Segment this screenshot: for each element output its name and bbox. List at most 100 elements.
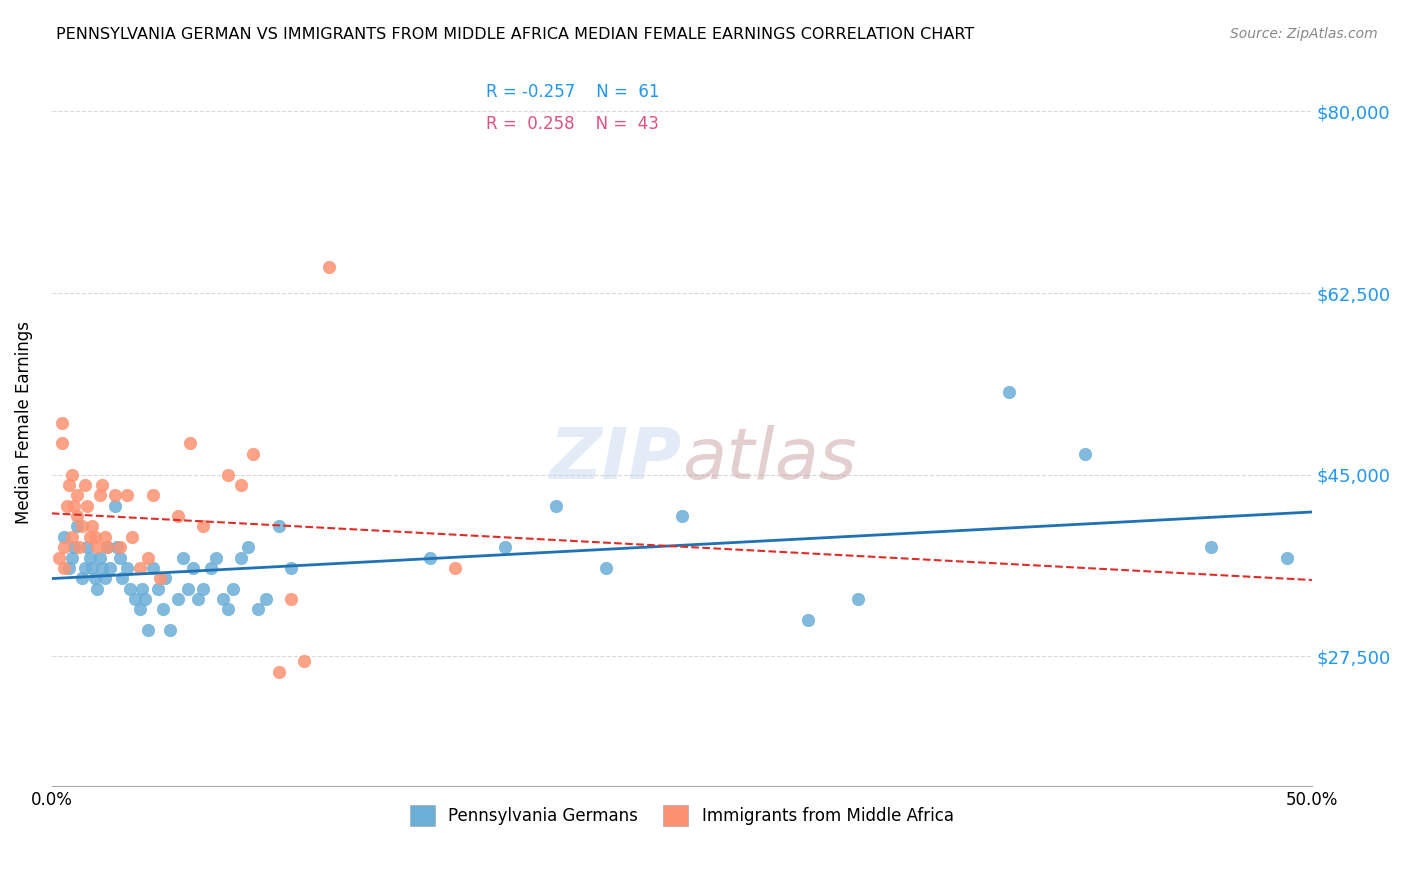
Point [292,654,315,668]
Text: PENNSYLVANIA GERMAN VS IMMIGRANTS FROM MIDDLE AFRICA MEDIAN FEMALE EARNINGS CORR: PENNSYLVANIA GERMAN VS IMMIGRANTS FROM M… [56,27,974,42]
Point [267,665,290,679]
Point [212,592,235,607]
Point [191,582,214,596]
Point [73,478,96,492]
Point [1074,447,1097,461]
Point [797,613,820,627]
Point [159,623,181,637]
Point [172,550,194,565]
Point [70,571,93,585]
Point [200,561,222,575]
Point [444,561,467,575]
Point [104,488,127,502]
Point [93,571,115,585]
Point [846,592,869,607]
Point [104,499,127,513]
Point [48,550,70,565]
Point [136,550,159,565]
Point [118,582,141,596]
Point [419,550,441,565]
Point [146,582,169,596]
Point [76,499,98,513]
Point [66,519,89,533]
Point [96,540,118,554]
Point [204,550,226,565]
Point [595,561,617,575]
Point [70,519,93,533]
Point [177,582,200,596]
Point [149,571,172,585]
Point [66,509,89,524]
Point [69,540,91,554]
Point [267,519,290,533]
Point [136,623,159,637]
Point [96,540,118,554]
Point [108,540,131,554]
Point [98,561,121,575]
Point [117,561,139,575]
Point [222,582,245,596]
Point [152,602,174,616]
Point [142,488,165,502]
Text: R = -0.257    N =  61: R = -0.257 N = 61 [486,83,659,102]
Point [254,592,277,607]
Point [80,519,103,533]
Point [229,550,252,565]
Point [83,571,105,585]
Point [91,478,114,492]
Point [998,384,1021,399]
Point [89,550,111,565]
Point [121,530,143,544]
Point [229,478,252,492]
Point [63,499,86,513]
Point [79,530,101,544]
Point [111,571,134,585]
Y-axis label: Median Female Earnings: Median Female Earnings [15,321,32,524]
Point [108,550,131,565]
Point [105,540,128,554]
Point [58,561,80,575]
Point [280,561,302,575]
Point [58,478,80,492]
Point [129,602,152,616]
Point [142,561,165,575]
Point [53,561,76,575]
Point [79,550,101,565]
Point [51,436,73,450]
Point [89,488,111,502]
Point [117,488,139,502]
Point [166,592,188,607]
Point [318,260,340,274]
Point [66,488,89,502]
Point [53,530,76,544]
Point [153,571,176,585]
Point [179,436,201,450]
Text: atlas: atlas [682,425,856,493]
Point [191,519,214,533]
Point [86,582,108,596]
Text: ZIP: ZIP [550,425,682,493]
Point [51,416,73,430]
Point [60,530,83,544]
Point [80,561,103,575]
Point [494,540,516,554]
Point [131,582,153,596]
Point [217,467,239,482]
Point [83,530,105,544]
Point [63,540,86,554]
Text: R =  0.258    N =  43: R = 0.258 N = 43 [486,114,659,133]
Point [1275,550,1298,565]
Text: Source: ZipAtlas.com: Source: ZipAtlas.com [1230,27,1378,41]
Point [187,592,209,607]
Point [76,540,98,554]
Legend: Pennsylvania Germans, Immigrants from Middle Africa: Pennsylvania Germans, Immigrants from Mi… [401,795,963,836]
Point [242,447,264,461]
Point [217,602,239,616]
Point [238,540,260,554]
Point [134,592,156,607]
Point [280,592,302,607]
Point [56,499,79,513]
Point [53,540,76,554]
Point [124,592,146,607]
Point [181,561,204,575]
